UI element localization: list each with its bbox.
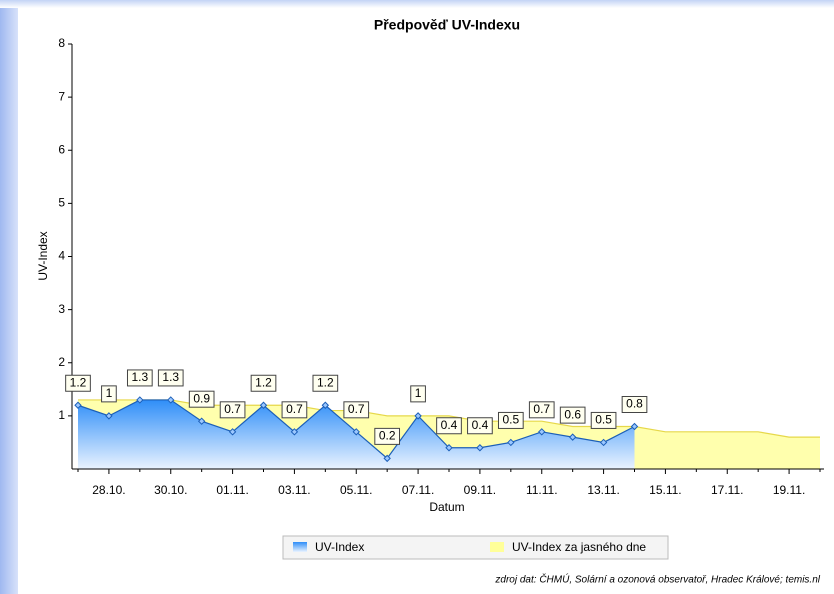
marker: [105, 412, 113, 420]
data-label: 1: [415, 386, 422, 400]
data-label: 1.2: [70, 375, 87, 389]
legend-swatch: [293, 542, 307, 552]
data-label: 0.5: [502, 413, 519, 427]
chart-title: Předpověď UV-Indexu: [374, 17, 520, 33]
x-tick-label: 11.11.: [526, 483, 558, 497]
marker: [136, 396, 144, 404]
data-label: 1.3: [131, 370, 148, 384]
marker: [568, 433, 577, 441]
data-label-box: [436, 417, 462, 435]
x-tick-label: 15.11.: [649, 483, 681, 497]
data-label: 0.7: [348, 402, 365, 416]
data-label-box: [621, 396, 648, 413]
source-note: zdroj dat: ČHMÚ, Solární a ozonová obser…: [494, 573, 820, 586]
data-label-box: [343, 401, 370, 419]
y-tick-label: 5: [58, 196, 65, 210]
data-label: 1.2: [255, 375, 272, 389]
panel: [18, 8, 834, 594]
top-edge: [0, 0, 834, 8]
marker: [476, 444, 484, 452]
data-label-box: [250, 374, 277, 392]
data-label-box: [590, 411, 617, 429]
data-label: 1.2: [317, 375, 334, 389]
x-tick-label: 05.11.: [340, 483, 372, 497]
data-label-box: [157, 369, 184, 387]
x-tick-label: 01.11.: [216, 483, 248, 497]
x-tick-label: 13.11.: [587, 483, 619, 497]
marker: [383, 454, 391, 463]
data-label-box: [219, 401, 246, 419]
y-tick-label: 2: [58, 355, 65, 369]
x-tick-label: 30.10.: [154, 483, 187, 497]
marker: [321, 401, 330, 409]
data-label-box: [312, 374, 339, 392]
marker: [228, 428, 237, 436]
y-axis-label: UV-Index: [36, 231, 50, 280]
marker: [538, 428, 546, 436]
data-label: 0.9: [193, 391, 210, 405]
marker: [599, 438, 608, 447]
data-label-box: [410, 385, 426, 403]
y-tick-label: 8: [58, 36, 65, 50]
data-label: 1: [106, 386, 113, 400]
y-tick-label: 7: [58, 89, 65, 103]
data-label-box: [528, 401, 555, 419]
data-label-box: [65, 374, 91, 392]
data-label: 0.4: [472, 418, 489, 432]
data-label-box: [188, 390, 215, 408]
y-tick-label: 3: [58, 302, 65, 316]
data-label: 0.7: [224, 402, 241, 416]
data-label-box: [497, 411, 524, 429]
x-tick-label: 28.10.: [92, 483, 125, 497]
data-label: 0.5: [595, 413, 612, 427]
marker: [259, 401, 268, 409]
x-tick-label: 09.11.: [464, 483, 496, 497]
legend-label: UV-Index: [315, 540, 364, 554]
data-label-box: [467, 417, 493, 435]
marker: [167, 396, 175, 404]
marker: [74, 401, 82, 409]
x-tick-label: 03.11.: [278, 483, 310, 497]
x-axis-label: Datum: [429, 500, 464, 514]
data-label-box: [559, 406, 586, 424]
marker: [352, 428, 360, 436]
data-label: 1.3: [162, 370, 179, 384]
marker: [197, 417, 206, 425]
x-tick-label: 07.11.: [402, 483, 434, 497]
marker: [445, 444, 453, 452]
data-label-box: [281, 401, 308, 419]
x-tick-label: 17.11.: [711, 483, 743, 497]
data-label-box: [374, 427, 401, 445]
marker: [414, 412, 422, 420]
y-tick-label: 6: [58, 142, 65, 156]
marker: [630, 422, 639, 431]
data-label: 0.2: [379, 429, 396, 443]
legend-label: UV-Index za jasného dne: [512, 540, 646, 554]
y-tick-label: 1: [58, 408, 65, 422]
data-label-box: [101, 385, 117, 403]
data-label: 0.7: [533, 402, 550, 416]
data-label: 0.8: [626, 397, 643, 411]
data-label: 0.4: [441, 418, 458, 432]
marker: [290, 428, 299, 436]
legend-swatch: [490, 542, 504, 552]
data-label: 0.7: [286, 402, 303, 416]
data-label: 0.6: [564, 407, 581, 421]
marker: [507, 438, 515, 447]
data-label-box: [126, 369, 153, 387]
y-tick-label: 4: [58, 249, 65, 263]
x-tick-label: 19.11.: [773, 483, 805, 497]
legend-box: [282, 535, 669, 560]
